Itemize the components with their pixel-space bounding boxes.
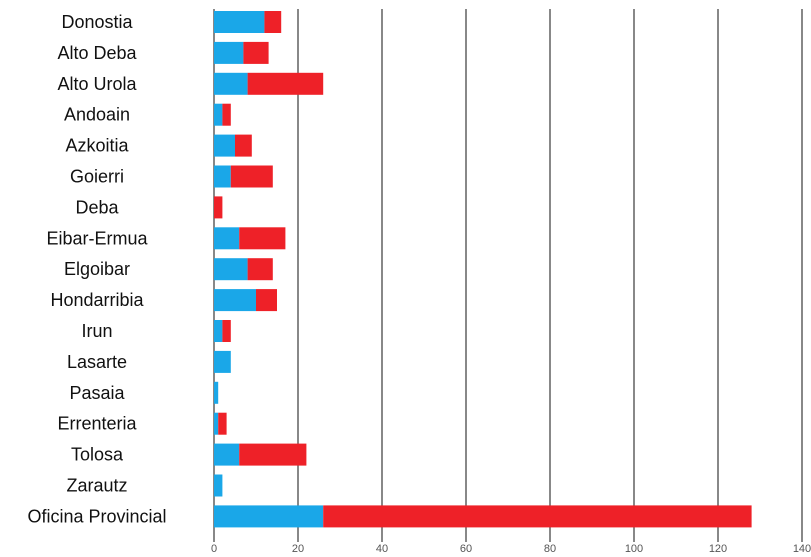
x-tick-label: 100 — [625, 543, 643, 555]
bar-segment-red — [243, 41, 269, 64]
category-label: Hondarribia — [50, 290, 144, 310]
x-tick-label: 40 — [376, 543, 388, 555]
x-tick-label: 60 — [460, 543, 472, 555]
bar-segment-blue — [214, 505, 324, 528]
x-tick-label: 80 — [544, 543, 556, 555]
bar-segment-blue — [214, 72, 248, 95]
bar-segment-red — [239, 227, 286, 250]
bar-segment-blue — [214, 443, 240, 466]
bar-segment-blue — [214, 227, 240, 250]
category-label: Eibar-Ermua — [46, 228, 148, 248]
category-label: Elgoibar — [64, 259, 130, 279]
category-label: Alto Urola — [57, 74, 137, 94]
category-label: Irun — [81, 321, 112, 341]
bar-segment-red — [218, 412, 227, 435]
bar-segment-red — [222, 320, 231, 342]
bar-segment-red — [230, 165, 273, 188]
bar-segment-blue — [214, 412, 219, 435]
bar-segment-blue — [214, 474, 223, 497]
bar-segment-blue — [214, 41, 244, 64]
category-label: Donostia — [61, 12, 133, 32]
bar-segment-blue — [214, 103, 223, 126]
category-label: Pasaia — [69, 383, 125, 403]
category-label: Tolosa — [71, 445, 124, 465]
bar-segment-blue — [214, 320, 223, 342]
category-label: Goierri — [70, 167, 124, 187]
bar-segment-red — [239, 443, 307, 466]
bar-segment-blue — [214, 258, 248, 281]
category-label: Alto Deba — [57, 43, 137, 63]
bar-segment-blue — [214, 350, 231, 373]
x-axis-ticks: 0 20 40 60 80 100 120 140 — [211, 543, 811, 555]
bar-segment-red — [222, 103, 231, 126]
bar-segment-red — [323, 505, 752, 528]
bar-segment-blue — [214, 134, 235, 157]
category-label: Lasarte — [67, 352, 127, 372]
bar-segment-red — [214, 196, 223, 219]
bar-segment-blue — [214, 11, 265, 33]
category-label: Azkoitia — [65, 136, 129, 156]
x-tick-label: 20 — [292, 543, 304, 555]
bars — [214, 11, 752, 528]
bar-segment-red — [235, 134, 252, 157]
x-tick-label: 120 — [709, 543, 727, 555]
bar-segment-blue — [214, 289, 256, 312]
bar-segment-blue — [214, 165, 231, 188]
x-tick-label: 0 — [211, 543, 217, 555]
category-label: Oficina Provincial — [27, 506, 166, 526]
bar-segment-red — [247, 258, 273, 281]
category-label: Andoain — [64, 105, 130, 125]
gridlines — [213, 9, 803, 542]
category-label: Deba — [75, 197, 119, 217]
bar-segment-red — [247, 72, 324, 95]
category-label: Errenteria — [57, 414, 137, 434]
bar-segment-red — [264, 11, 282, 33]
x-tick-label: 140 — [793, 543, 811, 555]
bar-segment-blue — [214, 381, 219, 404]
category-labels: Donostia Alto Deba Alto Urola Andoain Azkoit… — [27, 12, 166, 526]
category-label: Zarautz — [66, 476, 127, 496]
bar-segment-red — [256, 289, 277, 312]
